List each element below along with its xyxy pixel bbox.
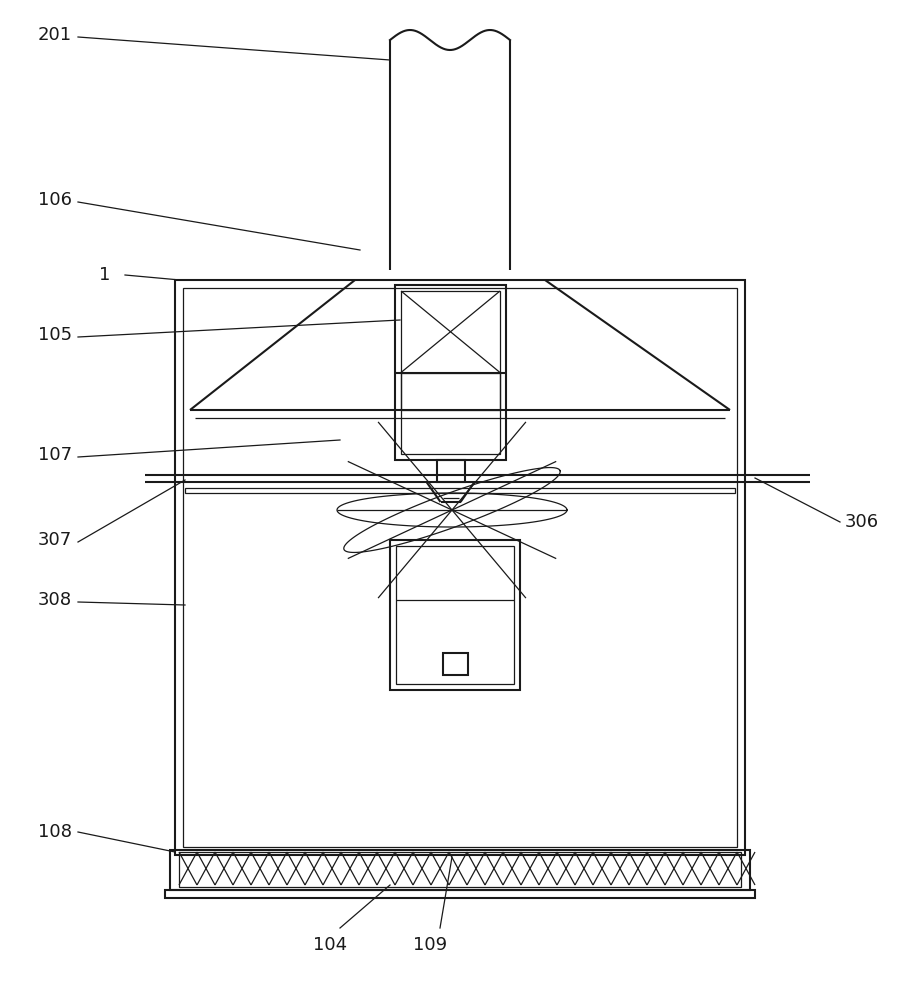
Bar [401,372,500,410]
Text: 306: 306 [845,513,879,531]
Text: 104: 104 [313,936,347,954]
Text: 307: 307 [38,531,72,549]
Bar [390,540,520,690]
Bar [183,288,737,847]
Text: 1: 1 [100,266,111,284]
Bar [442,653,468,675]
Bar [179,852,741,887]
Text: 108: 108 [38,823,72,841]
Bar [175,280,745,855]
Bar [185,488,735,493]
Text: 105: 105 [38,326,72,344]
Bar [437,460,464,482]
Text: 107: 107 [38,446,72,464]
Text: 201: 201 [38,26,72,44]
Bar [401,291,500,454]
Text: 109: 109 [413,936,447,954]
Text: 106: 106 [38,191,72,209]
Text: 308: 308 [38,591,72,609]
Bar [165,890,755,898]
Bar [396,546,514,684]
Bar [170,850,750,890]
Bar [395,285,506,460]
